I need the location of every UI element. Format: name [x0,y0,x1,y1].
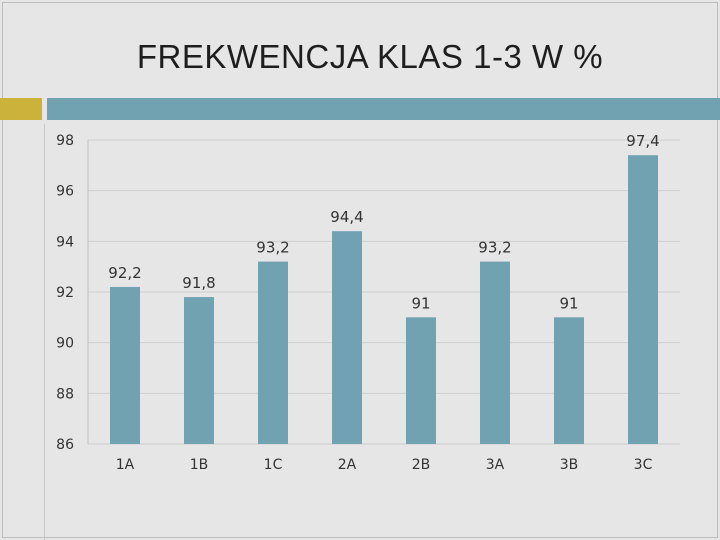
bar [628,155,658,444]
data-labels: 92,2 91,8 93,2 94,4 91 93,2 91 97,4 [108,132,659,312]
y-tick-label: 96 [56,184,74,200]
gridlines [88,139,680,445]
bars [110,155,658,444]
x-axis-labels: 1A 1B 1C 2A 2B 3A 3B 3C [116,457,653,473]
x-tick-label: 1A [116,457,135,473]
y-tick-label: 98 [56,133,74,149]
bar [110,286,140,444]
x-tick-label: 3C [634,457,653,473]
y-tick-label: 94 [56,234,74,250]
bar [332,231,362,444]
bar [480,261,510,444]
data-label: 94,4 [330,208,363,226]
data-label: 92,2 [108,264,141,282]
data-label: 91,8 [182,274,215,292]
x-tick-label: 1C [264,457,283,473]
accent-bar-teal [47,98,720,120]
data-label: 91 [411,294,430,312]
bar [184,297,214,444]
x-tick-label: 2B [412,457,431,473]
accent-bar-gold [0,98,42,120]
x-tick-label: 3B [560,457,579,473]
x-tick-label: 2A [338,457,357,473]
plot-frame [44,124,719,540]
y-tick-label: 88 [56,386,74,402]
y-tick-label: 86 [56,437,74,453]
bar [554,317,584,444]
x-tick-label: 1B [190,457,209,473]
data-label: 93,2 [256,239,289,257]
bar [406,317,436,444]
data-label: 97,4 [626,132,659,150]
y-axis: 86 88 90 92 94 96 98 [56,133,89,453]
data-label: 91 [559,294,578,312]
y-tick-label: 92 [56,285,74,301]
x-tick-label: 3A [486,457,505,473]
slide-title: FREKWENCJA KLAS 1-3 W % [136,38,604,75]
y-tick-label: 90 [56,336,74,352]
bar [258,261,288,444]
data-label: 93,2 [478,239,511,257]
